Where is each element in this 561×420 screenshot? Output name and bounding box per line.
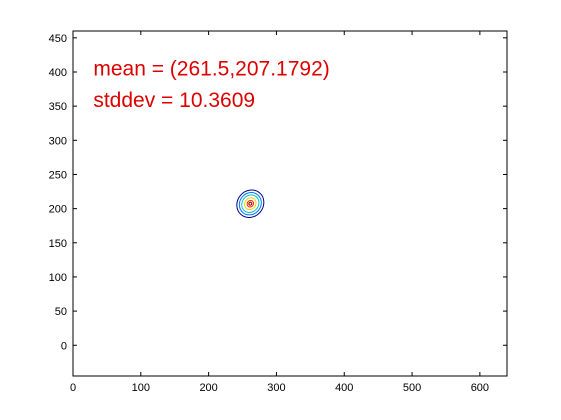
- x-tick-label: 200: [199, 382, 217, 394]
- y-tick-label: 100: [49, 272, 67, 284]
- contour-level-1: [238, 192, 262, 216]
- contour-level-4: [246, 199, 255, 208]
- y-tick-label: 0: [61, 340, 67, 352]
- y-tick-label: 400: [49, 67, 67, 79]
- y-tick-label: 350: [49, 101, 67, 113]
- x-tick-label: 500: [403, 382, 421, 394]
- contour-level-2: [241, 194, 260, 213]
- y-tick-label: 450: [49, 33, 67, 45]
- x-tick-label: 300: [267, 382, 285, 394]
- x-tick-label: 100: [132, 382, 150, 394]
- axes-box: [72, 30, 508, 377]
- x-tick-label: 400: [335, 382, 353, 394]
- contour-level-5: [248, 201, 253, 206]
- x-tick-label: 600: [471, 382, 489, 394]
- y-tick-label: 150: [49, 238, 67, 250]
- x-tick-label: 0: [70, 382, 76, 394]
- plot-area: [73, 31, 507, 376]
- y-tick-label: 250: [49, 169, 67, 181]
- y-tick-label: 300: [49, 135, 67, 147]
- contour-level-0: [236, 189, 265, 218]
- y-tick-label: 50: [55, 306, 67, 318]
- contour-level-3: [244, 197, 257, 211]
- stddev-annotation: stddev = 10.3609: [93, 89, 255, 112]
- y-tick-label: 200: [49, 204, 67, 216]
- mean-annotation: mean = (261.5,207.1792): [93, 57, 329, 80]
